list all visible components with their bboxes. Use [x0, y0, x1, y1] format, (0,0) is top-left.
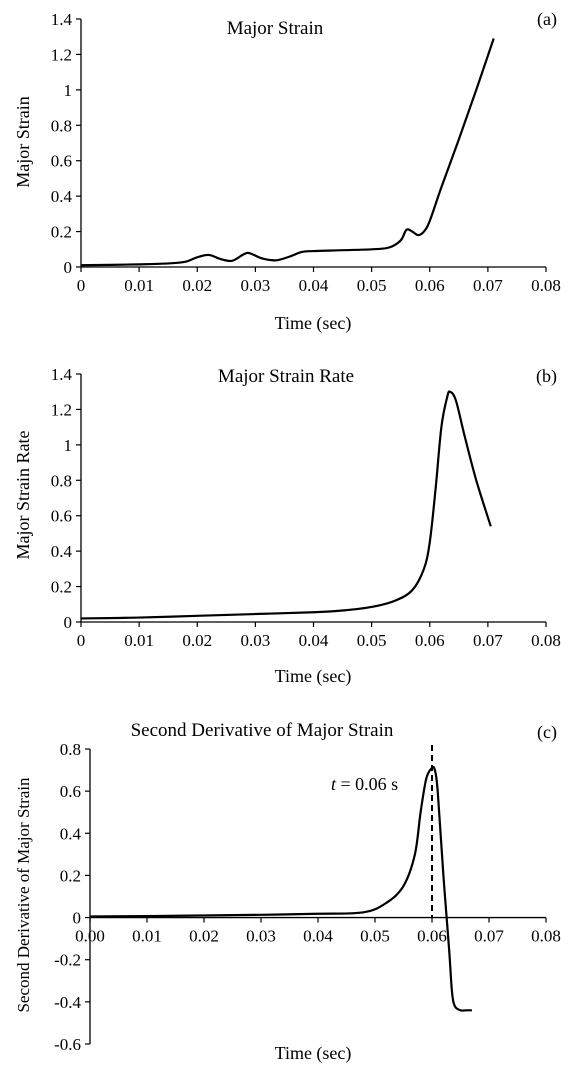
panel-c-title: Second Derivative of Major Strain [131, 720, 394, 741]
x-tick-label: 0.04 [299, 276, 329, 295]
x-tick-label: 0.07 [473, 276, 503, 295]
x-tick-label: 0.01 [124, 631, 154, 650]
x-tick-label: 0.07 [473, 631, 503, 650]
y-tick-label: 1.4 [51, 365, 73, 384]
panel-c-ylabel: Second Derivative of Major Strain [14, 777, 33, 1013]
y-tick-label: 0.8 [60, 740, 81, 759]
y-tick-label: 1 [64, 436, 73, 455]
panel-c-plot: -0.6 -0.4 -0.2 0 0.2 0.4 0.6 0.8 0.00 0.01 0.02 0.0… [54, 740, 561, 1054]
panel-c: Second Derivative of Major Strain (c) -0… [14, 720, 561, 1064]
panel-b-ylabel: Major Strain Rate [13, 431, 33, 560]
y-tick-label: 0.6 [60, 782, 81, 801]
x-tick-label: 0.05 [357, 276, 387, 295]
x-tick-label: 0.04 [299, 631, 329, 650]
y-tick-label: 1.4 [51, 10, 73, 29]
panel-c-annotation-symbol: t [331, 774, 337, 794]
x-tick-label: 0.08 [531, 631, 561, 650]
x-tick-label: 0.08 [531, 276, 561, 295]
y-tick-label: 0.4 [60, 824, 82, 843]
x-tick-label: 0.07 [474, 927, 504, 946]
x-tick-label: 0.06 [417, 927, 447, 946]
x-tick-label: 0.02 [189, 927, 219, 946]
x-tick-label: 0.00 [75, 927, 105, 946]
y-tick-label: 0.6 [51, 152, 72, 171]
x-tick-label: 0.05 [360, 927, 390, 946]
y-tick-label: 0.2 [51, 223, 72, 242]
y-tick-label: 0.8 [51, 471, 72, 490]
x-tick-label: 0.02 [182, 631, 212, 650]
panel-a-title: Major Strain [227, 18, 324, 39]
y-tick-label: 1 [64, 81, 73, 100]
y-tick-label: -0.2 [54, 951, 81, 970]
panel-c-annotation: t = 0.06 s [331, 774, 398, 794]
x-tick-label: 0.03 [246, 927, 276, 946]
y-tick-label: 0 [73, 909, 82, 928]
panel-a-ylabel: Major Strain [13, 96, 33, 188]
y-tick-label: 0.2 [51, 578, 72, 597]
x-tick-label: 0 [77, 631, 86, 650]
y-tick-label: -0.4 [54, 993, 81, 1012]
y-tick-label: 0.8 [51, 116, 72, 135]
panel-c-label: (c) [537, 722, 557, 743]
panel-a-plot: 0 0.2 0.4 0.6 0.8 1 1.2 1.4 0 0.01 0.02 0.03 0.04 0.0… [51, 10, 561, 295]
y-tick-label: 1.2 [51, 400, 72, 419]
y-tick-label: 0 [64, 258, 73, 277]
x-tick-label: 0.08 [531, 927, 561, 946]
y-tick-label: -0.6 [54, 1035, 81, 1054]
x-tick-label: 0 [77, 276, 86, 295]
panel-a-label: (a) [537, 9, 557, 30]
y-tick-label: 0.2 [60, 866, 81, 885]
series-line [80, 390, 492, 620]
panel-a-xlabel: Time (sec) [275, 313, 352, 334]
series-line [80, 38, 495, 267]
y-tick-label: 0 [64, 613, 73, 632]
panel-b-label: (b) [536, 366, 557, 387]
x-tick-label: 0.03 [241, 631, 271, 650]
x-tick-label: 0.06 [415, 631, 445, 650]
y-tick-label: 1.2 [51, 45, 72, 64]
x-tick-label: 0.03 [241, 276, 271, 295]
panel-c-annotation-value: = 0.06 s [336, 774, 398, 794]
panel-c-xlabel: Time (sec) [275, 1043, 352, 1064]
y-tick-label: 0.4 [51, 187, 73, 206]
panel-b-title: Major Strain Rate [218, 366, 354, 387]
panel-b: Major Strain Rate (b) 0 0.2 0.4 0.6 0.8 1 1.2 1… [13, 365, 561, 687]
x-tick-label: 0.02 [182, 276, 212, 295]
x-tick-label: 0.01 [124, 276, 154, 295]
panel-b-xlabel: Time (sec) [275, 666, 352, 687]
x-tick-label: 0.05 [357, 631, 387, 650]
y-tick-label: 0.6 [51, 507, 72, 526]
series-line [89, 765, 472, 1012]
panel-b-plot: 0 0.2 0.4 0.6 0.8 1 1.2 1.4 0 0.01 0.02 0.03 0.04 0.0… [51, 365, 561, 650]
panel-a: Major Strain (a) 0 0.2 0.4 0.6 0.8 1 1.2 1.4 0 0.… [13, 9, 561, 334]
x-tick-label: 0.06 [415, 276, 445, 295]
x-tick-label: 0.04 [303, 927, 333, 946]
x-tick-label: 0.01 [132, 927, 162, 946]
y-tick-label: 0.4 [51, 542, 73, 561]
